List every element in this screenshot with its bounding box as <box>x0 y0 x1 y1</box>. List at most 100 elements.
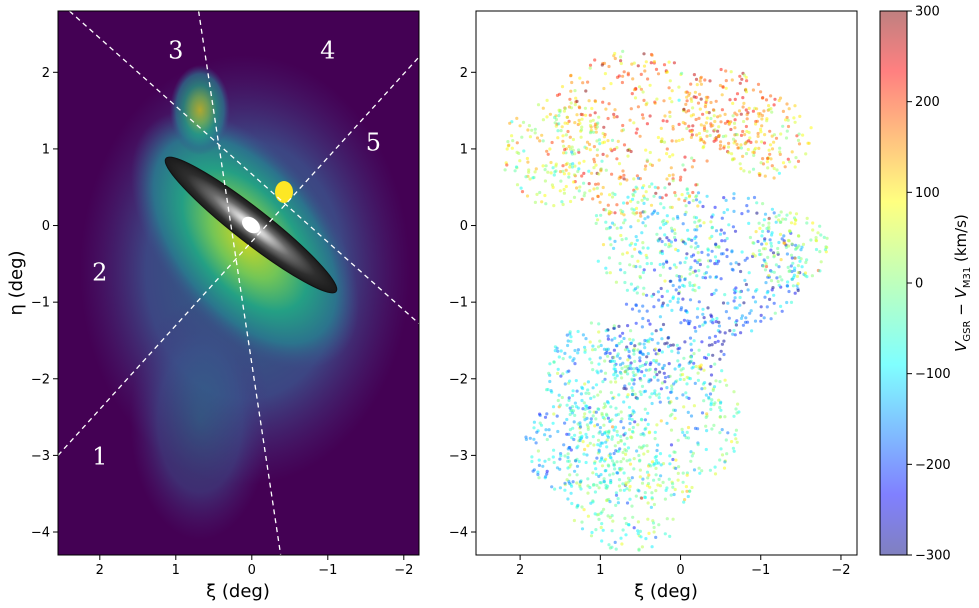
scatter-point <box>721 301 726 305</box>
scatter-point <box>707 111 711 115</box>
scatter-point <box>746 288 750 292</box>
scatter-point <box>541 106 545 110</box>
scatter-point <box>622 471 626 475</box>
scatter-point <box>786 238 791 243</box>
scatter-point <box>632 349 636 353</box>
scatter-point <box>740 212 744 216</box>
scatter-point <box>535 430 539 434</box>
scatter-point <box>665 289 670 293</box>
scatter-point <box>578 76 582 80</box>
scatter-point <box>739 146 744 150</box>
scatter-point <box>723 239 727 243</box>
scatter-point <box>757 249 762 253</box>
scatter-point <box>613 376 617 380</box>
scatter-point <box>593 111 597 115</box>
scatter-point <box>630 62 634 66</box>
scatter-point <box>650 496 654 500</box>
scatter-point <box>562 109 567 113</box>
scatter-point <box>654 191 658 195</box>
scatter-point <box>619 438 623 442</box>
scatter-point <box>798 114 802 118</box>
scatter-point <box>723 112 727 116</box>
scatter-point <box>665 147 669 151</box>
scatter-point <box>609 147 613 151</box>
scatter-point <box>614 280 619 284</box>
scatter-point <box>630 476 634 480</box>
scatter-point <box>713 472 718 476</box>
scatter-point <box>723 415 727 419</box>
scatter-point <box>661 322 666 327</box>
scatter-point <box>652 305 656 309</box>
scatter-point <box>772 293 776 297</box>
scatter-point <box>645 262 649 266</box>
scatter-point <box>678 346 682 350</box>
scatter-point <box>575 99 579 103</box>
scatter-point <box>778 150 782 154</box>
scatter-point <box>640 352 644 356</box>
scatter-point <box>645 355 649 359</box>
scatter-point <box>689 459 693 463</box>
scatter-point <box>663 243 668 247</box>
scatter-point <box>545 437 549 442</box>
scatter-point <box>608 546 613 550</box>
scatter-point <box>672 61 677 65</box>
scatter-point <box>621 252 625 256</box>
scatter-point <box>790 150 794 154</box>
scatter-point <box>716 129 720 133</box>
scatter-point <box>586 477 590 481</box>
scatter-point <box>603 352 608 356</box>
scatter-point <box>797 244 801 248</box>
scatter-point <box>755 119 760 123</box>
scatter-point <box>677 122 681 126</box>
scatter-point <box>793 266 797 270</box>
scatter-point <box>609 82 613 86</box>
scatter-point <box>671 457 675 462</box>
scatter-point <box>654 466 658 470</box>
scatter-point <box>645 444 649 448</box>
scatter-point <box>550 140 554 145</box>
scatter-point <box>706 248 710 252</box>
scatter-point <box>667 362 671 366</box>
scatter-point <box>818 250 822 254</box>
scatter-point <box>524 437 529 441</box>
scatter-point <box>689 414 694 418</box>
scatter-point <box>636 520 641 524</box>
scatter-point <box>643 167 647 171</box>
scatter-point <box>689 359 693 363</box>
scatter-point <box>549 160 553 165</box>
scatter-point <box>588 63 593 67</box>
scatter-point <box>653 100 657 104</box>
scatter-point <box>676 351 680 355</box>
scatter-point <box>665 260 669 264</box>
scatter-point <box>719 447 723 451</box>
scatter-point <box>563 351 567 355</box>
scatter-point <box>708 259 713 263</box>
scatter-point <box>722 231 726 235</box>
scatter-point <box>674 466 678 470</box>
scatter-point <box>534 441 538 445</box>
scatter-point <box>768 297 772 301</box>
scatter-point <box>580 520 584 524</box>
scatter-point <box>804 152 808 156</box>
scatter-point <box>671 283 675 288</box>
scatter-point <box>596 121 600 125</box>
scatter-point <box>608 455 613 459</box>
scatter-point <box>658 400 662 404</box>
scatter-point <box>743 278 747 282</box>
right-x-tick-label: 0 <box>676 563 684 578</box>
scatter-point <box>612 348 617 352</box>
scatter-point <box>787 229 792 233</box>
scatter-point <box>822 235 826 239</box>
scatter-point <box>734 437 738 441</box>
scatter-point <box>718 380 722 384</box>
scatter-point <box>598 444 602 448</box>
scatter-point <box>727 223 731 227</box>
scatter-point <box>608 271 612 275</box>
scatter-point <box>566 339 570 343</box>
scatter-point <box>683 212 687 217</box>
scatter-point <box>515 141 519 145</box>
scatter-point <box>703 141 707 145</box>
scatter-point <box>578 425 583 429</box>
scatter-point <box>634 287 638 291</box>
scatter-point <box>623 384 627 388</box>
